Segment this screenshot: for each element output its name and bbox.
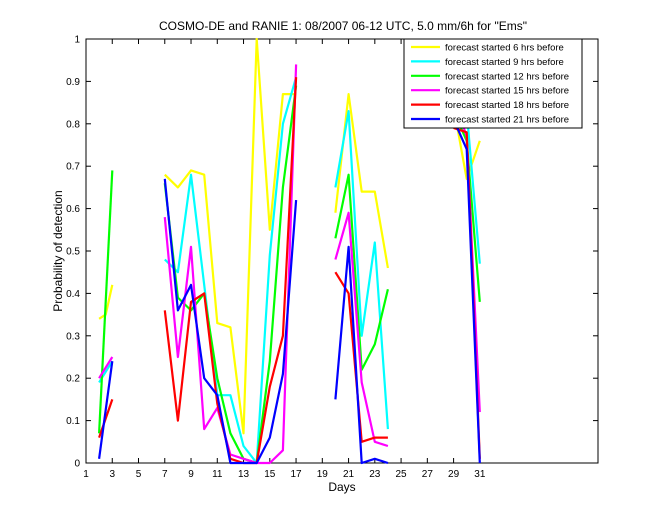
x-tick-label: 17 [290, 469, 302, 480]
series-segment [452, 119, 481, 464]
x-tick-label: 7 [162, 469, 168, 480]
x-tick-label: 23 [369, 469, 381, 480]
x-tick-label: 25 [396, 469, 408, 480]
x-tick-label: 13 [238, 469, 250, 480]
legend-label: forecast started 6 hrs before [445, 43, 564, 54]
legend-label: forecast started 9 hrs before [445, 57, 564, 68]
x-tick-label: 31 [474, 469, 486, 480]
y-axis-title: Probability of detection [51, 190, 65, 311]
series-segment [98, 361, 114, 459]
legend-label: forecast started 21 hrs before [445, 115, 569, 126]
y-tick-label: 0 [74, 459, 80, 470]
x-tick-label: 9 [188, 469, 194, 480]
series-segment [98, 356, 114, 379]
x-tick-label: 27 [422, 469, 434, 480]
legend-label: forecast started 15 hrs before [445, 86, 569, 97]
series-segment [163, 178, 298, 465]
y-tick-label: 0.1 [66, 416, 80, 427]
y-tick-label: 0.5 [66, 247, 80, 258]
y-tick-label: 1 [74, 35, 80, 46]
y-tick-label: 0.3 [66, 331, 80, 342]
x-axis-title: Days [328, 480, 355, 494]
x-tick-label: 5 [136, 469, 142, 480]
legend: forecast started 6 hrs before forecast st… [403, 38, 583, 129]
y-tick-label: 0.8 [66, 119, 80, 130]
y-tick-label: 0.9 [66, 77, 80, 88]
x-tick-label: 3 [109, 469, 115, 480]
x-tick-label: 11 [212, 469, 223, 480]
y-tick-label: 0.7 [66, 162, 80, 173]
x-tick-label: 19 [317, 469, 329, 480]
series-segment [334, 211, 389, 448]
series-segment [163, 85, 298, 465]
x-tick-label: 29 [448, 469, 460, 480]
legend-box [403, 38, 583, 129]
y-tick-label: 0.4 [66, 289, 80, 300]
series-segment [164, 37, 297, 435]
chart-title: COSMO-DE and RANIE 1: 08/2007 06-12 UTC,… [159, 19, 527, 33]
axis-ticks: 1 3 5 7 9 11 13 15 17 19 21 23 25 27 29 3100.10.20.30.4… [66, 35, 598, 480]
y-tick-label: 0.6 [66, 204, 80, 215]
legend-label: forecast started 18 hrs before [445, 100, 569, 111]
series-segment [98, 399, 114, 438]
series-segment [334, 109, 389, 430]
x-tick-label: 15 [264, 469, 276, 480]
series-segment [164, 76, 298, 465]
y-tick-label: 0.2 [66, 374, 80, 385]
legend-label: forecast started 12 hrs before [445, 71, 569, 82]
series-line [98, 119, 481, 465]
x-tick-label: 1 [83, 469, 89, 480]
series-segment [98, 170, 114, 434]
x-tick-label: 21 [343, 469, 355, 480]
series-segment [334, 245, 389, 465]
